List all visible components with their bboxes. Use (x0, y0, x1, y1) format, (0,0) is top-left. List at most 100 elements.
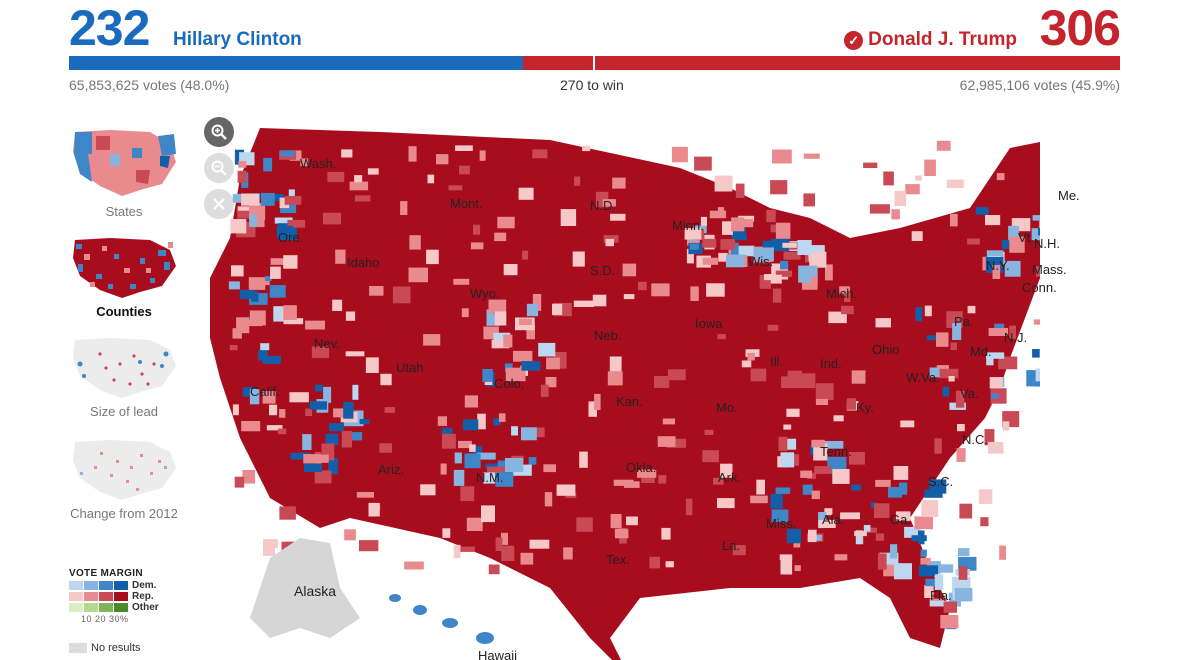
legend-other-label: Other (132, 601, 159, 613)
county-patch (811, 490, 820, 500)
county-patch (662, 418, 675, 425)
county-patch (988, 328, 1009, 336)
county-patch (823, 441, 844, 449)
county-patch (731, 217, 745, 232)
state-label-nm: N.M. (476, 470, 504, 485)
county-patch (702, 450, 719, 463)
county-patch (242, 470, 256, 484)
county-patch (270, 266, 281, 279)
county-patch (345, 311, 356, 321)
no-results-label: No results (91, 642, 141, 654)
view-size-of-lead[interactable]: Size of lead (70, 334, 178, 419)
county-patch (368, 502, 380, 517)
county-patch (920, 549, 927, 557)
county-patch (229, 345, 238, 351)
county-patch (543, 464, 556, 473)
county-patch (237, 210, 256, 219)
county-patch (284, 195, 302, 205)
county-patch (770, 180, 788, 195)
county-patch (302, 434, 312, 450)
state-label-ala: Ala. (822, 512, 845, 527)
reset-zoom-button[interactable] (204, 189, 234, 219)
legend-dem-label: Dem. (132, 579, 157, 591)
county-patch (814, 466, 832, 474)
legend-dem-swatch-1 (69, 580, 83, 590)
county-patch (783, 438, 797, 450)
county-patch (409, 235, 421, 250)
county-patch (891, 209, 900, 220)
state-label-tenn: Tenn. (820, 444, 852, 459)
county-patch (453, 544, 461, 558)
county-patch (420, 484, 436, 496)
county-patch (560, 209, 577, 226)
county-patch (883, 171, 894, 186)
county-patch (276, 225, 293, 238)
view-counties[interactable]: Counties (70, 234, 178, 319)
county-patch (978, 489, 993, 504)
county-patch (775, 222, 791, 239)
county-patch (592, 294, 607, 307)
county-patch (356, 492, 374, 498)
county-patch (498, 413, 506, 422)
clinton-name: Hillary Clinton (173, 29, 302, 50)
county-patch (288, 189, 295, 197)
county-patch (950, 213, 958, 227)
county-patch (770, 494, 783, 509)
county-patch (359, 419, 370, 424)
county-patch (989, 377, 1003, 389)
check-circle-icon: ✓ (844, 30, 864, 50)
county-patch (714, 175, 733, 192)
zoom-in-button[interactable] (204, 117, 234, 147)
county-patch (262, 355, 281, 364)
county-patch (327, 171, 345, 183)
county-patch (934, 438, 942, 454)
county-patch (538, 342, 556, 357)
county-patch (651, 283, 670, 297)
state-label-nd: N.D. (590, 198, 616, 213)
change-from-2012-thumbnail (73, 440, 176, 500)
county-patch (610, 213, 626, 221)
legend-dem-swatch-4 (114, 580, 128, 590)
state-label-utah: Utah (396, 360, 424, 375)
county-patch (344, 529, 356, 541)
county-patch (1032, 349, 1040, 358)
county-patch (626, 516, 638, 526)
county-map[interactable]: Wash. Mont. N.D. Minn. Ore. Idaho S.D. Wyo. Wis.… (200, 118, 1110, 660)
county-patch (605, 238, 614, 247)
legend-rep-row: Rep. (69, 591, 199, 602)
trump-name-wrapper: ✓ Donald J. Trump (844, 29, 1017, 51)
county-patch (657, 436, 676, 447)
zoom-out-icon (211, 160, 227, 176)
view-change-from-2012[interactable]: Change from 2012 (70, 436, 178, 521)
county-patch (717, 498, 735, 509)
county-patch (526, 303, 539, 317)
county-patch (918, 565, 939, 577)
hawaii-label: Hawaii (478, 648, 518, 660)
state-label-iowa: Iowa (695, 316, 723, 331)
legend-other-swatch-1 (69, 602, 83, 612)
county-patch (279, 197, 290, 209)
state-label-nh: N.H. (1034, 236, 1060, 251)
county-patch (720, 463, 733, 478)
state-label-mont: Mont. (450, 196, 483, 211)
county-patch (925, 578, 943, 587)
county-patch (998, 356, 1018, 370)
vote-margin-legend: VOTE MARGIN Dem. Rep. Other 10 20 30% (69, 568, 199, 624)
county-patch (329, 423, 344, 432)
county-patch (658, 475, 667, 484)
alaska-label: Alaska (294, 583, 337, 599)
view-states[interactable]: States (70, 124, 178, 219)
county-patch (783, 424, 792, 430)
county-patch (556, 484, 576, 496)
county-patch (717, 207, 725, 218)
clinton-popular-vote: 65,853,625 votes (48.0%) (69, 77, 230, 93)
county-map-svg[interactable] (200, 118, 1110, 660)
county-patch (573, 300, 594, 307)
state-label-mo: Mo. (716, 400, 738, 415)
county-patch (926, 335, 943, 341)
zoom-out-button[interactable] (204, 153, 234, 183)
county-patch (473, 224, 481, 235)
county-patch (893, 466, 909, 480)
size-of-lead-thumbnail (73, 338, 176, 398)
county-patch (781, 376, 801, 389)
